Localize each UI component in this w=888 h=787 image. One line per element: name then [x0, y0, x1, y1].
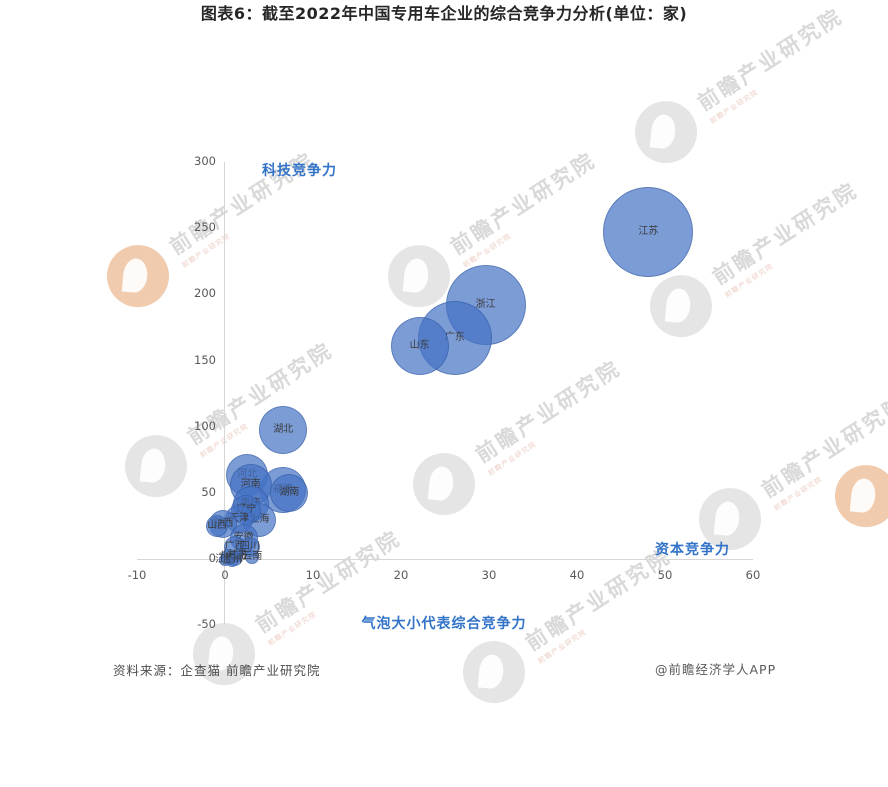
chart-title: 图表6：截至2022年中国专用车企业的综合竞争力分析(单位：家)	[200, 4, 688, 23]
y-tick-label: 300	[194, 154, 216, 169]
y-axis-title: 科技竞争力	[262, 163, 337, 179]
y-tick-label: 250	[194, 220, 216, 235]
y-tick-label: 200	[194, 286, 216, 301]
bubble-label: 云南	[242, 551, 263, 563]
x-axis-title: 资本竞争力	[655, 542, 730, 558]
bubble-label: 山东	[409, 339, 430, 351]
x-tick-label: 30	[481, 568, 497, 582]
bubble-label: 山西	[207, 519, 228, 531]
bubble-label: 湖南	[279, 486, 300, 498]
chart-bubble: 云南	[242, 550, 263, 565]
y-tick-label: 100	[194, 418, 216, 433]
x-tick-label: 40	[569, 568, 585, 582]
chart-bubble: 湖北	[259, 406, 308, 455]
x-tick-label: 50	[657, 568, 673, 582]
bubble-label: 四川	[239, 540, 260, 552]
x-tick-label: -10	[127, 568, 147, 582]
y-tick-label: 50	[201, 484, 216, 499]
y-tick-label: 0	[208, 551, 216, 565]
bubble-label: 贵州	[222, 555, 243, 567]
x-axis-line	[137, 559, 753, 560]
bubble-label: 广西	[224, 540, 245, 552]
bubble-label: 天津	[229, 512, 250, 524]
source-note: 资料来源：企查猫 前瞻产业研究院	[113, 663, 321, 678]
chart-bubble: 贵州	[222, 555, 242, 568]
bubble-label: 湖北	[273, 424, 294, 436]
chart-bubble: 江苏	[603, 186, 694, 277]
credit-note: @前瞻经济学人APP	[655, 662, 777, 677]
bubble-label: 安徽	[233, 531, 254, 543]
bubble-size-note: 气泡大小代表综合竞争力	[361, 616, 527, 632]
bubble-label: 上海	[249, 514, 270, 526]
bubble-label: 江西	[215, 554, 236, 565]
bubble-label: 甘肃	[227, 550, 248, 562]
x-tick-label: 10	[305, 568, 321, 582]
y-axis-line	[224, 162, 225, 625]
chart-bubble: 湖南	[270, 473, 309, 512]
x-tick-label: 0	[221, 568, 229, 582]
bubble-label: 河南	[240, 478, 261, 490]
x-tick-label: 20	[393, 568, 409, 582]
chart-bubble: 山西	[206, 514, 229, 537]
bubble-label: 浙江	[475, 298, 496, 310]
bubble-label: 广东	[444, 331, 465, 343]
chart-bubble: 山东	[390, 316, 449, 375]
x-tick-label: 60	[745, 568, 761, 582]
y-tick-label: 150	[194, 352, 216, 367]
bubble-label: 江苏	[638, 225, 659, 237]
y-tick-label: -50	[197, 617, 216, 632]
